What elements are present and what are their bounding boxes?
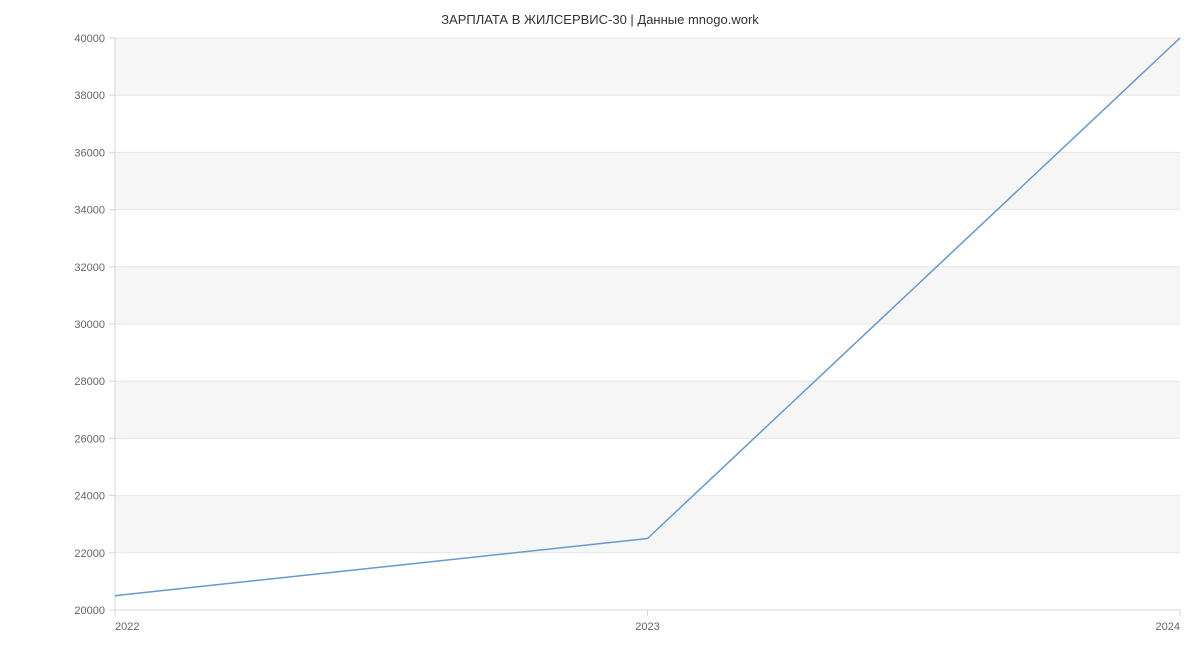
- svg-text:24000: 24000: [74, 491, 105, 503]
- svg-text:2024: 2024: [1156, 621, 1180, 633]
- svg-text:36000: 36000: [74, 147, 105, 159]
- svg-text:2022: 2022: [115, 621, 139, 633]
- svg-text:32000: 32000: [74, 262, 105, 274]
- chart-svg: 20000 22000 24000 26000 28000 30000 32000 34000…: [0, 0, 1200, 650]
- svg-text:30000: 30000: [74, 319, 105, 331]
- salary-line-chart: ЗАРПЛАТА В ЖИЛСЕРВИС-30 | Данные mnogo.w…: [0, 0, 1200, 650]
- svg-text:38000: 38000: [74, 90, 105, 102]
- svg-text:20000: 20000: [74, 605, 105, 617]
- svg-text:40000: 40000: [74, 33, 105, 45]
- svg-text:34000: 34000: [74, 205, 105, 217]
- svg-text:28000: 28000: [74, 376, 105, 388]
- svg-text:2023: 2023: [635, 621, 659, 633]
- svg-text:26000: 26000: [74, 433, 105, 445]
- svg-text:22000: 22000: [74, 548, 105, 560]
